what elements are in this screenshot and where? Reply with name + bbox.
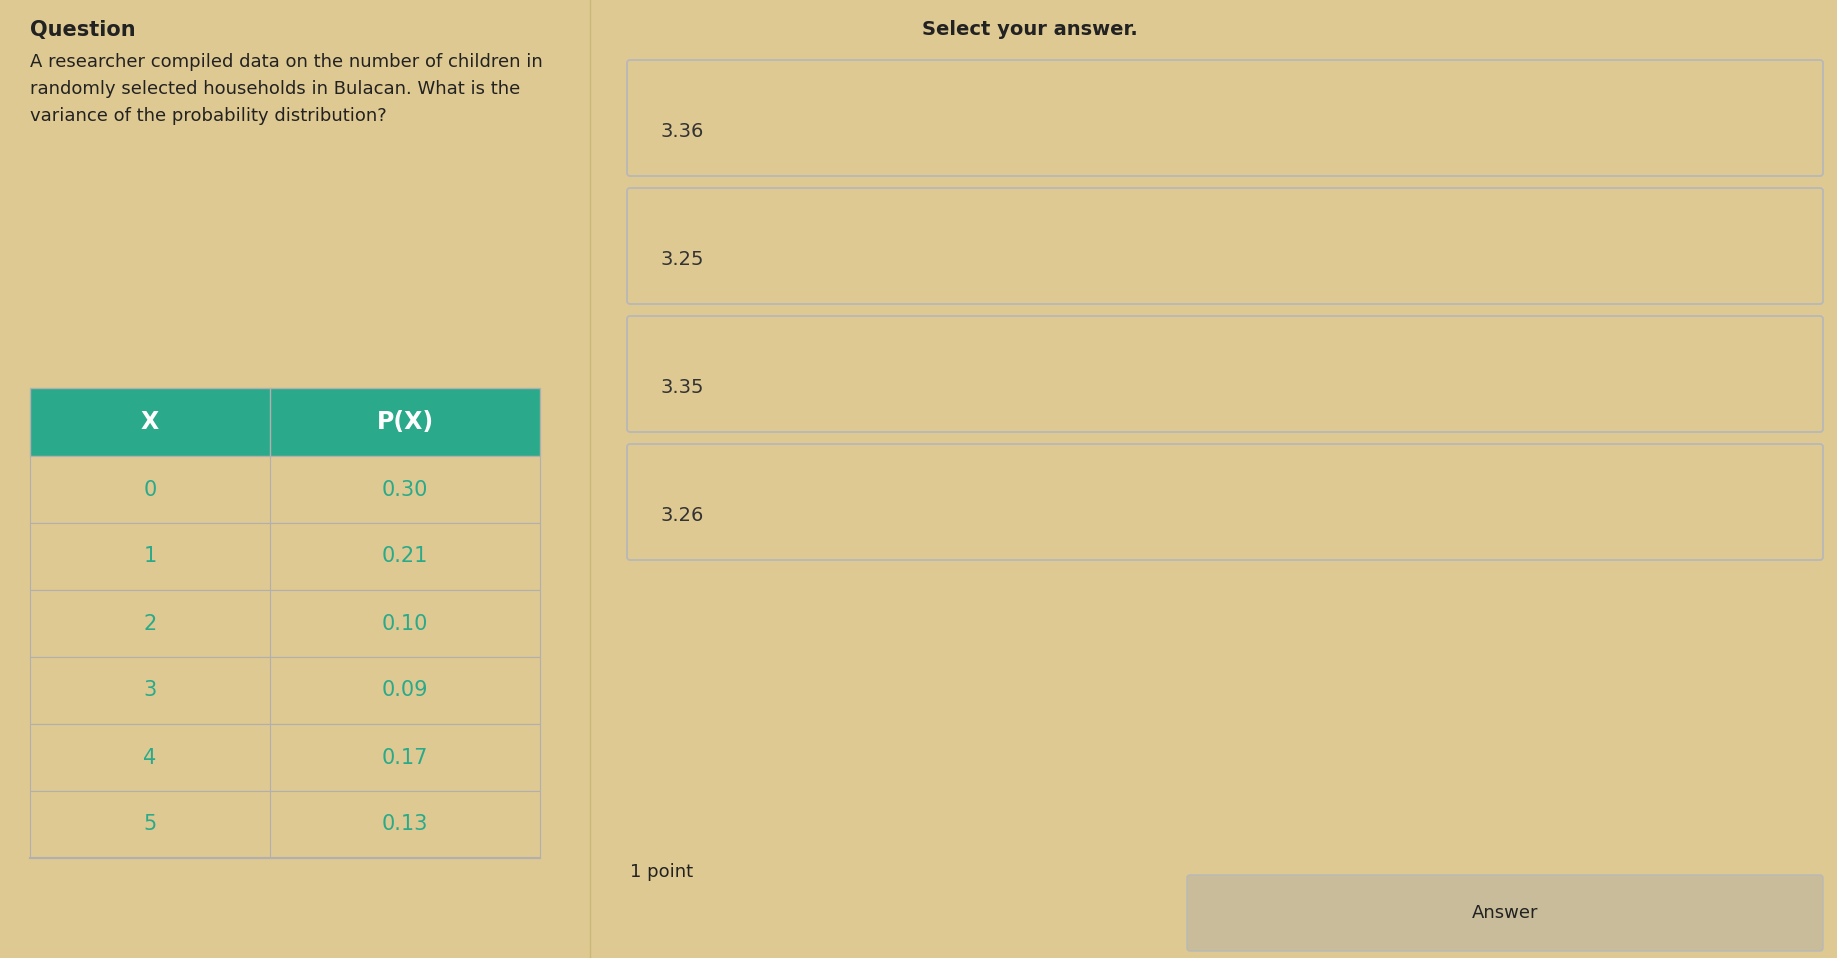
Text: 3: 3 bbox=[143, 680, 156, 700]
Text: 0: 0 bbox=[143, 480, 156, 499]
Text: Select your answer.: Select your answer. bbox=[922, 20, 1137, 39]
Text: 0.09: 0.09 bbox=[382, 680, 428, 700]
FancyBboxPatch shape bbox=[29, 456, 540, 523]
FancyBboxPatch shape bbox=[29, 523, 540, 590]
Text: 5: 5 bbox=[143, 814, 156, 834]
Text: 4: 4 bbox=[143, 747, 156, 767]
FancyBboxPatch shape bbox=[1187, 875, 1822, 951]
FancyBboxPatch shape bbox=[626, 188, 1822, 304]
Text: A researcher compiled data on the number of children in
randomly selected househ: A researcher compiled data on the number… bbox=[29, 53, 542, 125]
FancyBboxPatch shape bbox=[626, 316, 1822, 432]
FancyBboxPatch shape bbox=[29, 590, 540, 657]
FancyBboxPatch shape bbox=[626, 60, 1822, 176]
Text: 3.36: 3.36 bbox=[659, 122, 704, 141]
Text: 0.21: 0.21 bbox=[382, 546, 428, 566]
Text: Answer: Answer bbox=[1471, 904, 1538, 922]
Text: 0.30: 0.30 bbox=[382, 480, 428, 499]
Text: 0.17: 0.17 bbox=[382, 747, 428, 767]
Text: X: X bbox=[141, 410, 160, 434]
Text: Question: Question bbox=[29, 20, 136, 40]
FancyBboxPatch shape bbox=[626, 444, 1822, 560]
Text: 1 point: 1 point bbox=[630, 863, 693, 881]
Text: 0.13: 0.13 bbox=[382, 814, 428, 834]
Text: P(X): P(X) bbox=[377, 410, 434, 434]
Text: 1: 1 bbox=[143, 546, 156, 566]
FancyBboxPatch shape bbox=[29, 388, 540, 456]
FancyBboxPatch shape bbox=[29, 791, 540, 858]
Text: 2: 2 bbox=[143, 613, 156, 633]
Text: 3.25: 3.25 bbox=[659, 250, 704, 268]
FancyBboxPatch shape bbox=[29, 724, 540, 791]
Text: 0.10: 0.10 bbox=[382, 613, 428, 633]
FancyBboxPatch shape bbox=[29, 657, 540, 724]
Text: 3.26: 3.26 bbox=[659, 506, 704, 525]
Text: 3.35: 3.35 bbox=[659, 377, 704, 397]
